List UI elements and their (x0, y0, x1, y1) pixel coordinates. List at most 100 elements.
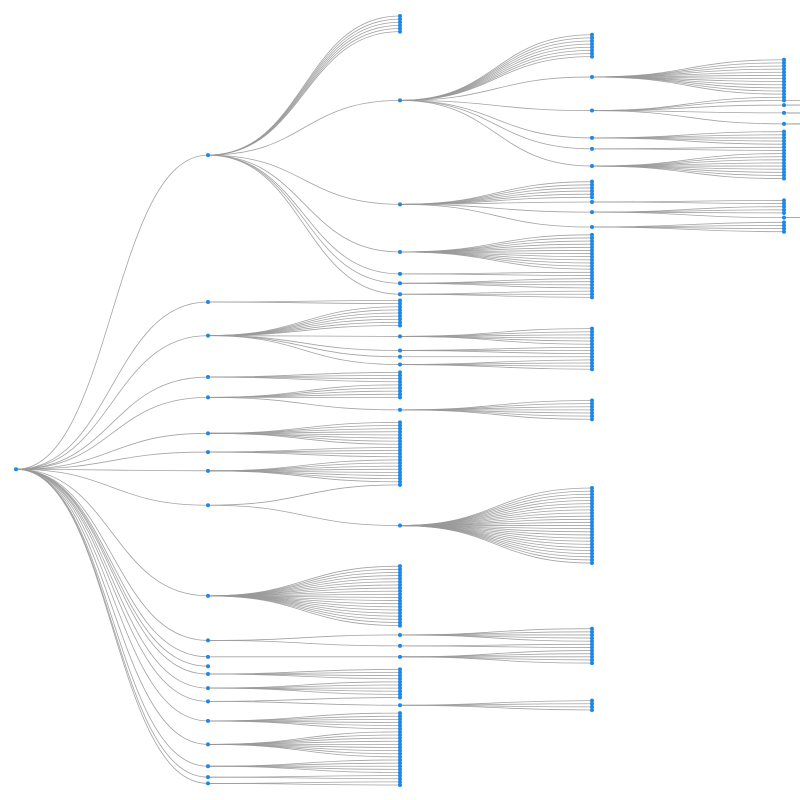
tree-leaf-node[interactable] (398, 720, 402, 725)
tree-leaf-node[interactable] (590, 411, 594, 416)
tree-leaf-node[interactable] (590, 335, 594, 340)
tree-leaf-node[interactable] (590, 632, 594, 637)
tree-leaf-node[interactable] (782, 201, 786, 206)
tree-leaf-node[interactable] (590, 629, 594, 634)
tree-leaf-node[interactable] (398, 314, 402, 319)
tree-leaf-node[interactable] (782, 164, 786, 169)
tree-leaf-node[interactable] (782, 145, 786, 150)
tree-branch-node[interactable] (206, 781, 210, 786)
tree-leaf-node[interactable] (398, 382, 402, 387)
tree-leaf-node[interactable] (590, 329, 594, 334)
tree-leaf-node[interactable] (590, 51, 594, 56)
tree-leaf-node[interactable] (590, 654, 594, 659)
tree-branch-node[interactable] (590, 146, 594, 151)
tree-leaf-node[interactable] (398, 573, 402, 578)
tree-leaf-node[interactable] (398, 473, 402, 478)
tree-root-node[interactable] (14, 467, 18, 472)
tree-branch-node[interactable] (206, 333, 210, 338)
tree-leaf-node[interactable] (398, 695, 402, 700)
tree-leaf-node[interactable] (590, 507, 594, 512)
tree-branch-node[interactable] (206, 503, 210, 508)
tree-branch-node[interactable] (206, 593, 210, 598)
tree-leaf-node[interactable] (590, 539, 594, 544)
tree-leaf-node[interactable] (590, 35, 594, 40)
tree-leaf-node[interactable] (398, 379, 402, 384)
tree-leaf-node[interactable] (782, 229, 786, 234)
tree-leaf-node[interactable] (590, 48, 594, 53)
tree-leaf-node[interactable] (590, 267, 594, 272)
tree-leaf-node[interactable] (398, 482, 402, 487)
tree-leaf-node[interactable] (398, 673, 402, 678)
tree-leaf-node[interactable] (398, 676, 402, 681)
tree-leaf-node[interactable] (398, 17, 402, 22)
tree-leaf-node[interactable] (398, 395, 402, 400)
tree-branch-node[interactable] (398, 348, 402, 353)
tree-leaf-node[interactable] (398, 392, 402, 397)
tree-leaf-node[interactable] (590, 557, 594, 562)
tree-branch-node[interactable] (206, 699, 210, 704)
tree-leaf-node[interactable] (590, 348, 594, 353)
tree-leaf-node[interactable] (782, 95, 786, 100)
tree-leaf-node[interactable] (782, 142, 786, 147)
tree-leaf-node[interactable] (590, 526, 594, 531)
tree-leaf-node[interactable] (590, 648, 594, 653)
tree-leaf-node[interactable] (590, 251, 594, 256)
tree-leaf-node[interactable] (398, 454, 402, 459)
tree-leaf-node[interactable] (590, 189, 594, 194)
tree-leaf-node[interactable] (590, 548, 594, 553)
tree-branch-node[interactable] (206, 450, 210, 455)
tree-leaf-node[interactable] (398, 385, 402, 390)
tree-branch-node[interactable] (206, 431, 210, 436)
tree-leaf-node[interactable] (782, 76, 786, 81)
tree-leaf-node[interactable] (590, 504, 594, 509)
tree-leaf-node[interactable] (590, 192, 594, 197)
tree-leaf-node[interactable] (398, 670, 402, 675)
tree-branch-node[interactable] (590, 199, 594, 204)
tree-branch-node[interactable] (206, 300, 210, 305)
tree-leaf-node[interactable] (782, 154, 786, 159)
tree-leaf-node[interactable] (590, 398, 594, 403)
tree-leaf-node[interactable] (398, 26, 402, 31)
tree-leaf-node[interactable] (590, 42, 594, 47)
tree-leaf-node[interactable] (590, 357, 594, 362)
tree-leaf-node[interactable] (590, 239, 594, 244)
tree-leaf-node[interactable] (590, 495, 594, 500)
tree-leaf-node[interactable] (590, 414, 594, 419)
tree-leaf-node[interactable] (398, 310, 402, 315)
tree-leaf-node[interactable] (398, 617, 402, 622)
tree-leaf-node[interactable] (398, 432, 402, 437)
tree-leaf-node[interactable] (782, 57, 786, 62)
tree-leaf-node[interactable] (398, 598, 402, 603)
tree-leaf-node[interactable] (590, 404, 594, 409)
tree-leaf-node[interactable] (782, 89, 786, 94)
tree-branch-node[interactable] (398, 281, 402, 286)
tree-leaf-node[interactable] (782, 160, 786, 165)
tree-leaf-node[interactable] (590, 364, 594, 369)
tree-branch-node[interactable] (398, 271, 402, 276)
tree-leaf-node[interactable] (398, 304, 402, 309)
tree-leaf-node[interactable] (590, 32, 594, 37)
tree-leaf-node[interactable] (590, 332, 594, 337)
tree-leaf-node[interactable] (590, 195, 594, 200)
tree-leaf-node[interactable] (590, 642, 594, 647)
tree-leaf-node[interactable] (398, 761, 402, 766)
tree-leaf-node[interactable] (590, 529, 594, 534)
tree-leaf-node[interactable] (782, 135, 786, 140)
tree-leaf-node[interactable] (782, 151, 786, 156)
tree-leaf-node[interactable] (782, 173, 786, 178)
tree-leaf-node[interactable] (398, 745, 402, 750)
tree-leaf-node[interactable] (590, 345, 594, 350)
tree-branch-node[interactable] (398, 334, 402, 339)
tree-leaf-node[interactable] (398, 779, 402, 784)
tree-leaf-node[interactable] (590, 645, 594, 650)
tree-leaf-node[interactable] (398, 751, 402, 756)
tree-branch-node[interactable] (206, 638, 210, 643)
tree-leaf-node[interactable] (590, 292, 594, 297)
tree-leaf-node[interactable] (590, 260, 594, 265)
tree-leaf-node[interactable] (590, 54, 594, 59)
tree-leaf-node[interactable] (398, 323, 402, 328)
tree-leaf-node[interactable] (590, 517, 594, 522)
tree-leaf-node[interactable] (398, 611, 402, 616)
tree-branch-node[interactable] (206, 468, 210, 473)
tree-leaf-node[interactable] (590, 407, 594, 412)
